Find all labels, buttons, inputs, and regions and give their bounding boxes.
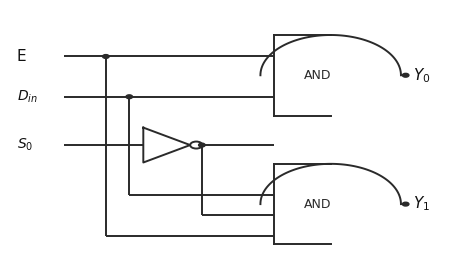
Text: AND: AND: [303, 69, 331, 82]
Text: $D_{in}$: $D_{in}$: [17, 89, 38, 105]
Circle shape: [126, 95, 133, 99]
Text: $Y_0$: $Y_0$: [413, 66, 430, 85]
Circle shape: [402, 73, 409, 77]
Text: E: E: [17, 49, 27, 64]
Circle shape: [402, 202, 409, 206]
Text: $S_0$: $S_0$: [17, 137, 33, 153]
Circle shape: [102, 55, 109, 58]
Text: AND: AND: [303, 198, 331, 211]
Text: $Y_1$: $Y_1$: [413, 195, 430, 213]
Circle shape: [199, 143, 205, 147]
